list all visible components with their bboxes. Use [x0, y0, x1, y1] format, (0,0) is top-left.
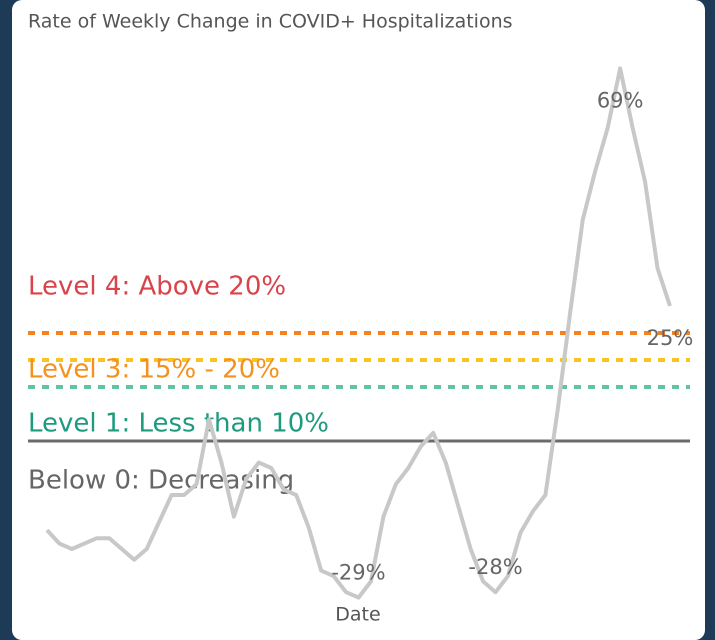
data-label: 69% [597, 88, 644, 112]
reference-label: Level 1: Less than 10% [28, 409, 329, 439]
reference-label: Below 0: Decreasing [28, 466, 294, 496]
data-label: -29% [331, 561, 385, 585]
x-axis-label: Date [335, 604, 380, 626]
card [12, 0, 705, 640]
reference-label: Level 3: 15% - 20% [28, 355, 280, 385]
reference-label: Level 4: Above 20% [28, 272, 286, 302]
chart-title: Rate of Weekly Change in COVID+ Hospital… [28, 11, 513, 33]
data-label: -28% [468, 555, 522, 579]
line [45, 66, 672, 600]
data-label: 25% [647, 326, 694, 350]
